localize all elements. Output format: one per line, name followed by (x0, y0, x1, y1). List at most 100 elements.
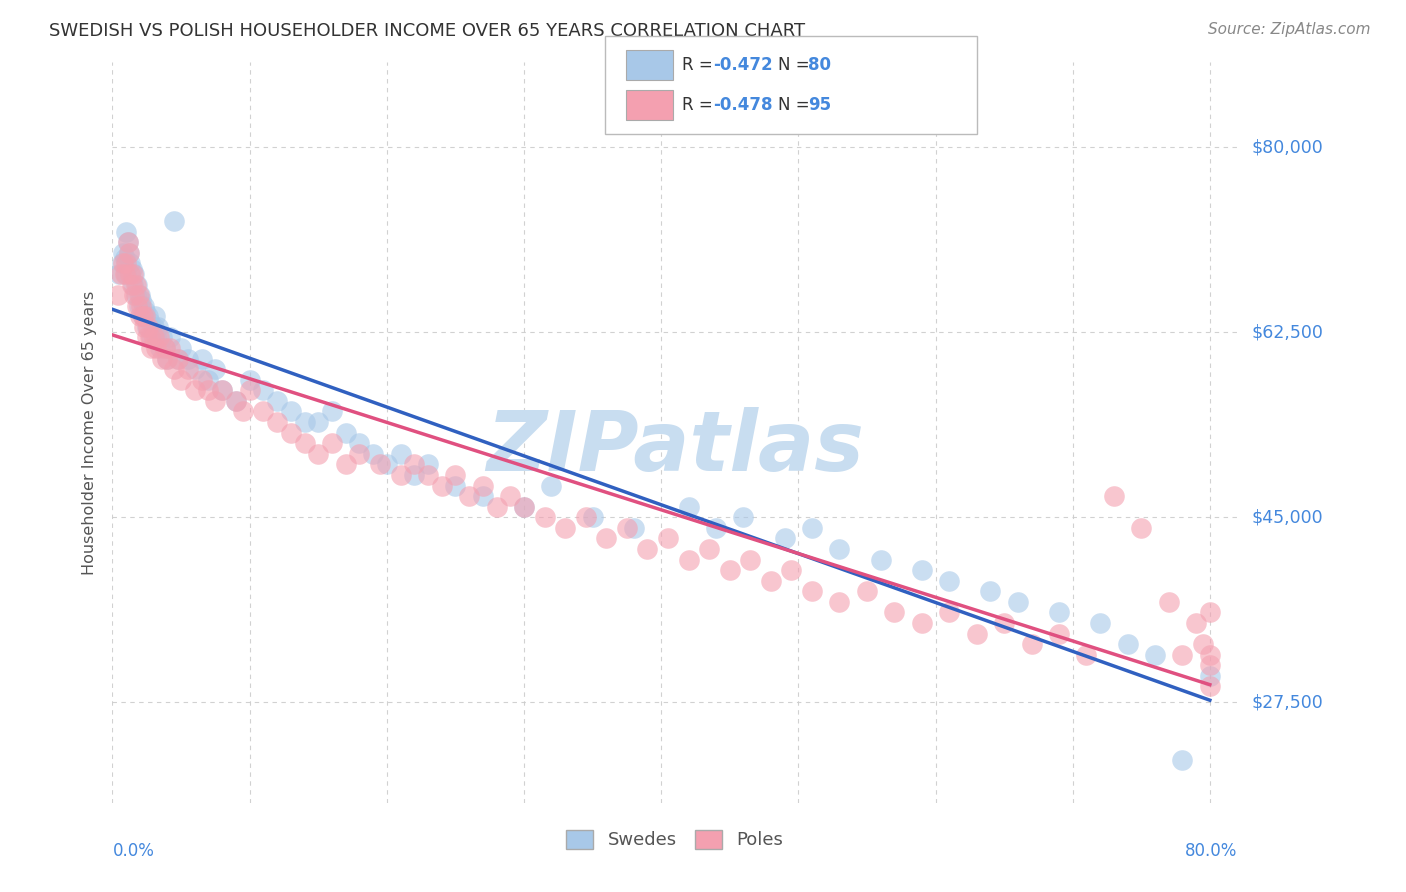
Point (145, 330, 167, 344)
Point (129, 310, 152, 324)
Point (540, 478, 562, 492)
Point (485, 500, 508, 514)
Point (115, 256, 138, 270)
Point (156, 351, 179, 366)
Point (616, 521, 638, 535)
Point (375, 458, 398, 472)
Point (139, 341, 162, 355)
Text: N =: N = (778, 96, 814, 114)
Point (134, 304, 156, 318)
Point (801, 521, 824, 535)
Point (773, 532, 796, 546)
Point (1088, 615, 1111, 630)
Text: N =: N = (778, 56, 814, 74)
Point (828, 541, 851, 556)
Text: 0.0%: 0.0% (112, 842, 155, 860)
Text: R =: R = (682, 56, 718, 74)
Point (938, 606, 960, 620)
Point (321, 436, 343, 450)
Point (444, 467, 467, 482)
Point (120, 267, 142, 281)
Point (581, 510, 603, 524)
Point (184, 384, 207, 398)
Point (108, 267, 131, 281)
Point (554, 521, 576, 535)
Point (190, 351, 212, 366)
Point (153, 341, 176, 355)
Point (139, 330, 162, 344)
Point (335, 458, 357, 472)
Point (780, 563, 803, 577)
Point (211, 384, 233, 398)
Point (197, 384, 219, 398)
Point (294, 436, 316, 450)
Point (122, 277, 145, 292)
Point (124, 288, 146, 302)
Point (138, 314, 160, 328)
Point (131, 310, 153, 324)
Point (416, 467, 439, 482)
Point (118, 245, 141, 260)
Point (145, 341, 167, 355)
Point (150, 330, 173, 344)
Point (801, 584, 824, 599)
Point (595, 532, 617, 546)
Point (128, 288, 150, 302)
Point (163, 362, 186, 376)
Point (471, 478, 494, 492)
Point (153, 341, 176, 355)
Point (266, 393, 288, 408)
Point (252, 404, 274, 418)
Point (280, 404, 302, 418)
Text: -0.478: -0.478 (713, 96, 772, 114)
Text: ZIPatlas: ZIPatlas (486, 407, 863, 488)
Point (211, 384, 233, 398)
Point (404, 467, 426, 482)
Point (115, 225, 138, 239)
Point (1171, 754, 1194, 768)
Point (184, 362, 207, 376)
Point (143, 310, 166, 324)
Point (136, 310, 159, 324)
Point (416, 458, 439, 472)
Point (124, 267, 146, 281)
Point (368, 458, 391, 472)
Point (1192, 637, 1215, 651)
Point (335, 425, 357, 440)
Point (1171, 648, 1194, 662)
Point (112, 245, 135, 260)
Point (389, 447, 412, 461)
Point (136, 319, 159, 334)
Point (911, 615, 934, 630)
Point (110, 267, 132, 281)
Point (225, 393, 247, 408)
Legend: Swedes, Poles: Swedes, Poles (560, 823, 790, 856)
Point (1102, 489, 1125, 503)
Point (704, 521, 727, 535)
Point (163, 214, 186, 228)
Point (678, 552, 700, 566)
Text: $27,500: $27,500 (1251, 693, 1323, 711)
Point (252, 384, 274, 398)
Point (239, 373, 262, 387)
Point (129, 293, 152, 308)
Point (131, 310, 153, 324)
Point (121, 261, 143, 276)
Point (307, 415, 329, 429)
Point (856, 584, 879, 599)
Point (636, 541, 658, 556)
Point (869, 552, 891, 566)
Point (142, 319, 165, 334)
Point (759, 574, 782, 588)
Point (828, 595, 851, 609)
Point (733, 510, 755, 524)
Point (121, 277, 143, 292)
Point (444, 478, 467, 492)
Text: Source: ZipAtlas.com: Source: ZipAtlas.com (1208, 22, 1371, 37)
Point (458, 489, 481, 503)
Point (114, 267, 136, 281)
Point (127, 277, 149, 292)
Point (979, 584, 1001, 599)
Point (499, 489, 522, 503)
Point (107, 288, 129, 302)
